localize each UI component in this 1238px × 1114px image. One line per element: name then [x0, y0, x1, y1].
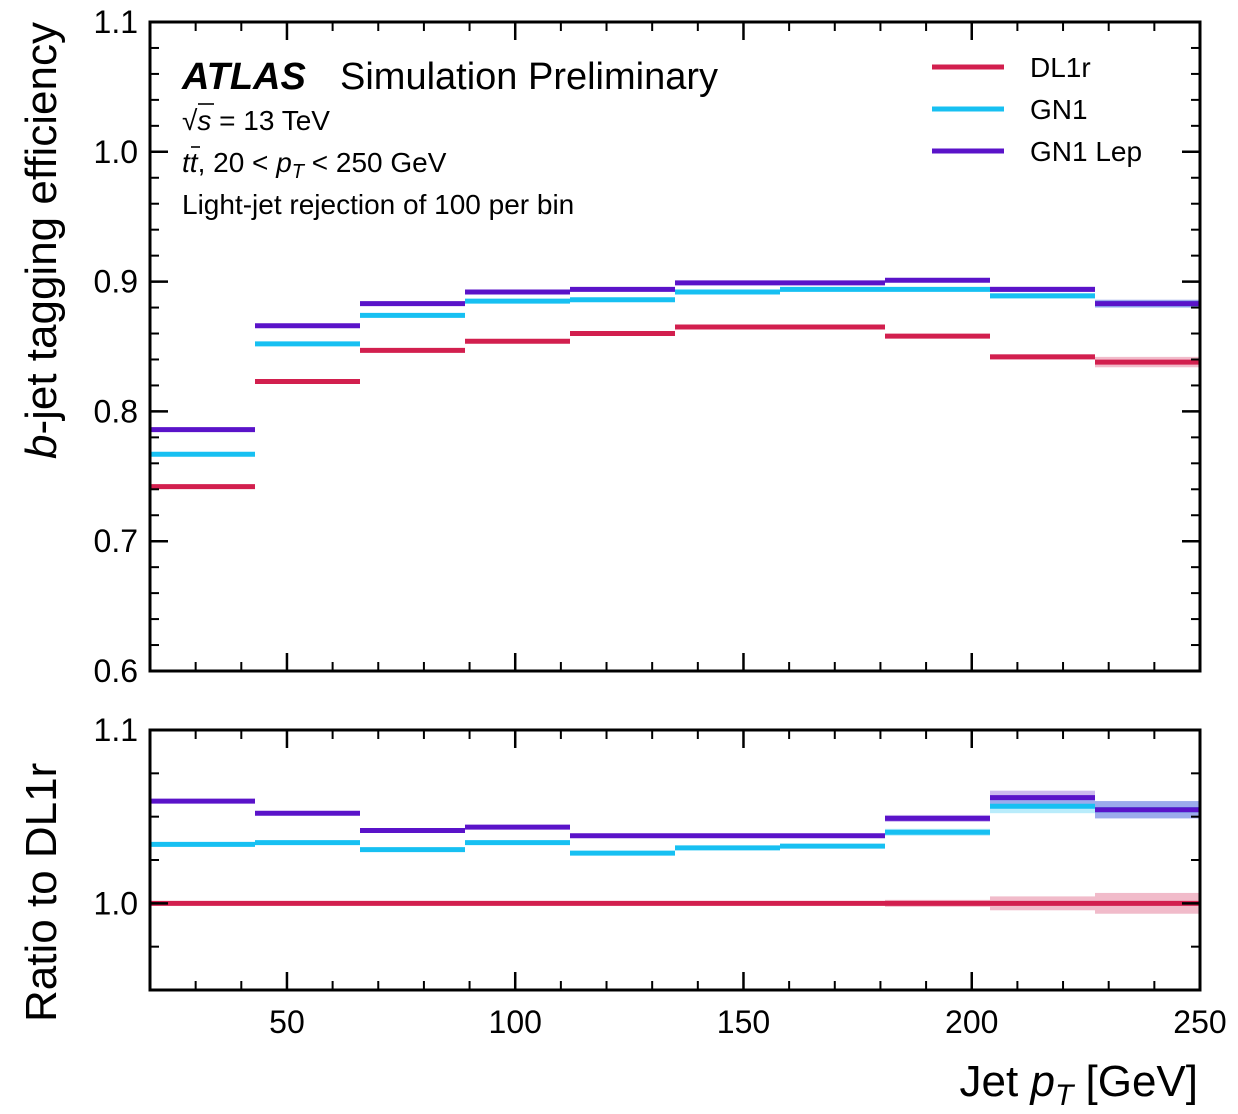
- ratio-ticks: [150, 728, 1202, 991]
- legend: DL1r GN1 GN1 Lep: [932, 52, 1142, 167]
- x-axis-title: Jet pT [GeV]: [960, 1057, 1198, 1112]
- ratio-y-tick-labels: 1.0 1.1: [94, 712, 138, 921]
- working-point-label: Light-jet rejection of 100 per bin: [182, 189, 574, 220]
- ratio-y-tick-label: 1.0: [94, 885, 138, 921]
- sample-label: tt, 20 < pT < 250 GeV: [182, 147, 447, 183]
- atlas-label: ATLAS: [181, 56, 306, 98]
- ratio-y-axis-title: Ratio to DL1r: [17, 763, 66, 1022]
- x-tick-label: 200: [945, 1004, 998, 1040]
- legend-label-gn1-lep: GN1 Lep: [1030, 136, 1142, 167]
- energy-label: √s = 13 TeV: [182, 105, 330, 136]
- efficiency-y-tick-label: 0.7: [94, 523, 138, 559]
- x-tick-label: 50: [269, 1004, 305, 1040]
- ratio-panel: 1.0 1.1 50 100 150 200 250 Ratio to DL1r Jet …: [17, 712, 1227, 1112]
- atlas-annotation: ATLAS Simulation Preliminary √s = 13 TeV…: [181, 56, 718, 220]
- legend-label-dl1r: DL1r: [1030, 52, 1091, 83]
- efficiency-series-lines: [150, 277, 1200, 490]
- legend-label-gn1: GN1: [1030, 94, 1088, 125]
- efficiency-y-tick-label: 1.1: [94, 4, 138, 40]
- ratio-series-lines: [150, 795, 1200, 906]
- efficiency-y-axis-title: b-jet tagging efficiency: [17, 22, 66, 459]
- efficiency-y-tick-labels: 0.6 0.7 0.8 0.9 1.0 1.1: [94, 4, 138, 689]
- efficiency-ticks: [150, 20, 1202, 673]
- x-tick-label: 250: [1173, 1004, 1226, 1040]
- ratio-plot-frame: [148, 728, 1202, 992]
- simulation-preliminary-label: Simulation Preliminary: [340, 56, 718, 98]
- x-tick-label: 150: [717, 1004, 770, 1040]
- efficiency-plot-frame: [148, 20, 1202, 673]
- efficiency-y-tick-label: 1.0: [94, 134, 138, 170]
- efficiency-y-tick-label: 0.9: [94, 264, 138, 300]
- efficiency-panel: 0.6 0.7 0.8 0.9 1.0 1.1 b-jet tagging efficie…: [17, 4, 1202, 689]
- efficiency-y-tick-label: 0.6: [94, 653, 138, 689]
- efficiency-y-tick-label: 0.8: [94, 393, 138, 429]
- ratio-y-tick-label: 1.1: [94, 712, 138, 748]
- x-tick-labels: 50 100 150 200 250: [269, 1004, 1227, 1040]
- x-tick-label: 100: [489, 1004, 542, 1040]
